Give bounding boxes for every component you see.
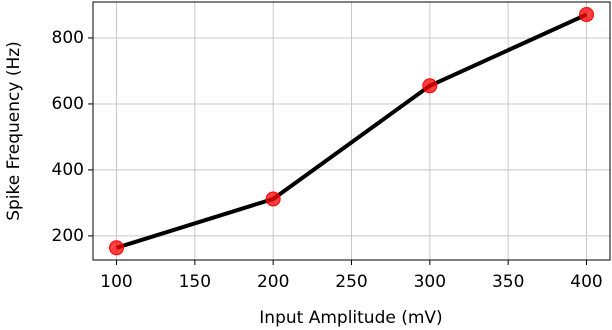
data-point [579,7,594,23]
y-axis-label: Spike Frequency (Hz) [4,41,24,221]
x-tick-label: 200 [257,272,289,292]
x-tick-label: 400 [570,272,602,292]
y-tick-label: 600 [52,94,84,114]
data-point [422,78,438,94]
x-tick-label: 100 [100,272,132,292]
y-tick-label: 400 [52,160,84,180]
y-tick-label: 200 [52,226,84,246]
x-axis-label: Input Amplitude (mV) [259,308,442,328]
x-tick-label: 250 [335,272,367,292]
x-tick-label: 150 [179,272,211,292]
x-tick-label: 300 [414,272,446,292]
data-point [265,191,281,207]
plot-frame [92,1,611,261]
data-line [115,12,588,250]
x-tick-label: 350 [492,272,524,292]
y-tick-label: 800 [52,28,84,48]
data-point [109,240,124,256]
